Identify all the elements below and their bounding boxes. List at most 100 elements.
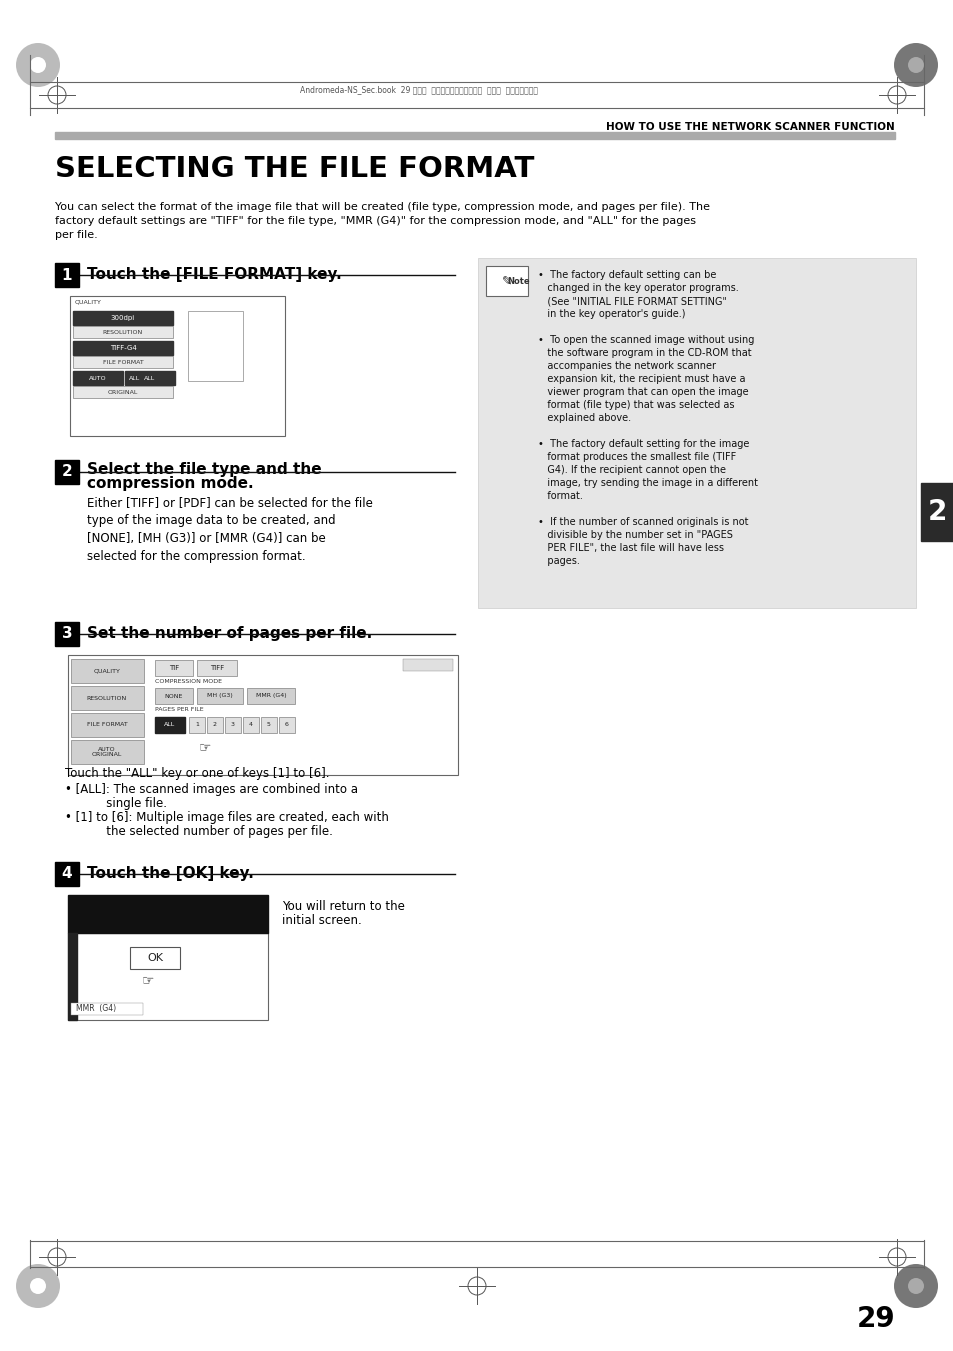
Text: explained above.: explained above. [537,413,631,423]
Bar [73,386,172,399]
Text: AUTO: AUTO [89,376,107,381]
Bar [225,717,241,734]
Text: the software program in the CD-ROM that: the software program in the CD-ROM that [537,349,751,358]
Text: •  To open the scanned image without using: • To open the scanned image without usin… [537,335,754,345]
Text: changed in the key operator programs.: changed in the key operator programs. [537,282,738,293]
Bar [73,311,172,326]
Text: ☞: ☞ [133,372,146,385]
Bar [207,717,223,734]
Text: 300dpi: 300dpi [111,315,135,322]
Bar [68,934,268,1020]
Circle shape [16,43,60,86]
Text: ALL: ALL [164,723,175,727]
Circle shape [907,1278,923,1294]
Bar [154,688,193,704]
Text: 3: 3 [231,723,234,727]
Text: PER FILE", the last file will have less: PER FILE", the last file will have less [537,543,723,553]
Bar [71,713,144,738]
Text: format produces the smallest file (TIFF: format produces the smallest file (TIFF [537,453,736,462]
Text: Touch the [FILE FORMAT] key.: Touch the [FILE FORMAT] key. [87,267,341,282]
Bar [55,459,79,484]
Bar [154,717,185,734]
Text: COMPRESSION MODE: COMPRESSION MODE [154,680,222,684]
Text: Select the file type and the: Select the file type and the [87,462,321,477]
Bar [71,659,144,684]
Text: Set the number of pages per file.: Set the number of pages per file. [87,626,372,640]
Text: format (file type) that was selected as: format (file type) that was selected as [537,400,734,409]
Text: SELECTING THE FILE FORMAT: SELECTING THE FILE FORMAT [55,155,534,182]
Text: RESOLUTION: RESOLUTION [87,696,127,701]
Text: viewer program that can open the image: viewer program that can open the image [537,386,748,397]
Text: ORIGINAL: ORIGINAL [108,389,138,394]
Text: •  The factory default setting for the image: • The factory default setting for the im… [537,439,749,449]
Bar [71,686,144,711]
Bar [71,740,144,765]
Text: NONE: NONE [165,693,183,698]
Bar [55,862,79,886]
Bar [243,717,258,734]
Text: • [ALL]: The scanned images are combined into a: • [ALL]: The scanned images are combined… [65,784,357,796]
Text: expansion kit, the recipient must have a: expansion kit, the recipient must have a [537,374,744,384]
Circle shape [30,57,46,73]
Text: ALL: ALL [130,376,140,381]
Text: You can select the format of the image file that will be created (file type, com: You can select the format of the image f… [55,203,709,240]
Bar [55,621,79,646]
Text: 1: 1 [62,267,72,282]
Text: RESOLUTION: RESOLUTION [103,330,143,335]
Text: 29: 29 [856,1305,894,1333]
Text: FILE FORMAT: FILE FORMAT [87,723,128,727]
Circle shape [907,57,923,73]
Text: MMR  (G4): MMR (G4) [76,1005,116,1013]
Text: PAGES PER FILE: PAGES PER FILE [154,707,203,712]
Text: ☞: ☞ [142,973,154,988]
Circle shape [893,43,937,86]
Text: in the key operator's guide.): in the key operator's guide.) [537,309,685,319]
Bar [73,326,172,338]
Bar [278,717,294,734]
Text: Either [TIFF] or [PDF] can be selected for the file
type of the image data to be: Either [TIFF] or [PDF] can be selected f… [87,496,373,563]
Text: Andromeda-NS_Sec.book  29 ページ  ２００６年１１月２７日  月曜日  午後５時１０分: Andromeda-NS_Sec.book 29 ページ ２００６年１１月２７日… [299,85,537,95]
Text: 2: 2 [927,499,946,526]
Text: 5: 5 [267,723,271,727]
Bar [188,311,243,381]
Text: 6: 6 [285,723,289,727]
Text: QUALITY: QUALITY [93,669,120,674]
Text: Note: Note [507,277,530,285]
Text: format.: format. [537,490,582,501]
Bar [68,894,268,934]
Text: Touch the [OK] key.: Touch the [OK] key. [87,866,253,881]
Bar [125,372,174,385]
Bar [70,296,285,436]
Text: QUALITY: QUALITY [75,300,102,305]
Text: MH (G3): MH (G3) [207,693,233,698]
Bar [189,717,205,734]
Bar [55,263,79,286]
Text: MMR (G4): MMR (G4) [255,693,286,698]
Bar [73,372,123,385]
Bar [73,357,172,367]
Text: compression mode.: compression mode. [87,476,253,490]
Text: ☞: ☞ [198,740,211,754]
Text: divisible by the number set in "PAGES: divisible by the number set in "PAGES [537,530,732,540]
Bar [130,947,180,969]
Text: (See "INITIAL FILE FORMAT SETTING": (See "INITIAL FILE FORMAT SETTING" [537,296,726,305]
Text: ✎: ✎ [501,274,512,288]
Text: ALL: ALL [144,376,155,381]
Text: •  If the number of scanned originals is not: • If the number of scanned originals is … [537,517,748,527]
Text: 4: 4 [62,866,72,881]
Bar [55,132,894,139]
Circle shape [16,1265,60,1308]
Text: 1: 1 [194,723,199,727]
Bar [485,266,527,296]
Text: HOW TO USE THE NETWORK SCANNER FUNCTION: HOW TO USE THE NETWORK SCANNER FUNCTION [605,122,894,132]
Text: • [1] to [6]: Multiple image files are created, each with: • [1] to [6]: Multiple image files are c… [65,811,389,824]
Text: 3: 3 [62,627,72,642]
Text: pages.: pages. [537,557,579,566]
Text: AUTO
ORIGINAL: AUTO ORIGINAL [91,747,122,758]
Text: 2: 2 [62,465,72,480]
Text: OK: OK [147,952,163,963]
Text: single file.: single file. [65,797,167,811]
Bar [73,340,172,355]
Text: G4). If the recipient cannot open the: G4). If the recipient cannot open the [537,465,725,476]
Bar [196,688,243,704]
